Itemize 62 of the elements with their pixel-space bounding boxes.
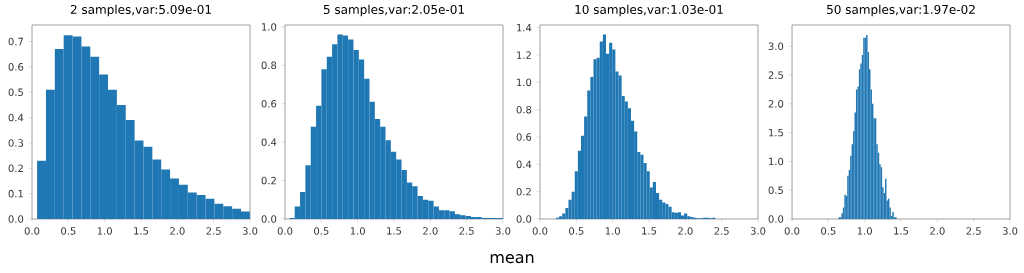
x-tick-label: 0.5	[314, 227, 329, 235]
x-tick-label: 1.0	[350, 227, 365, 235]
x-tick-label: 1.0	[857, 227, 872, 235]
x-tick-label: 2.0	[678, 227, 693, 235]
x-tick-label: 0.0	[277, 227, 293, 235]
y-tick-label: 0.2	[516, 187, 531, 196]
x-tick-label: 2.5	[206, 227, 221, 235]
x-tick-label: 2.0	[170, 227, 185, 235]
x-tick-label: 3.0	[1002, 227, 1018, 235]
x-tick-label: 0.5	[61, 227, 76, 235]
y-tick-label: 0.6	[516, 133, 532, 141]
y-tick-label: 0.5	[8, 88, 23, 96]
y-tick-label: 1.4	[517, 24, 532, 32]
y-tick-label: 0.4	[516, 160, 532, 169]
y-tick-label: 0.0	[8, 215, 24, 223]
y-tick-label: 2.5	[768, 71, 783, 79]
x-tick-label: 2.5	[459, 227, 474, 235]
chart-title: 50 samples,var:1.97e-02	[827, 4, 975, 17]
x-tick-label: 3.0	[495, 227, 511, 235]
y-tick-label: 1.0	[517, 78, 532, 87]
x-tick-label: 0.0	[532, 227, 548, 235]
x-tick-label: 1.0	[605, 227, 620, 235]
y-tick-label: 0.6	[261, 99, 277, 108]
y-tick-label: 1.5	[769, 128, 783, 137]
x-axis-title: mean	[490, 254, 534, 264]
y-tick-label: 0.3	[8, 139, 24, 147]
x-tick-label: 2.0	[423, 227, 438, 235]
x-tick-label: 0.0	[784, 227, 800, 235]
y-tick-label: 1.0	[262, 23, 277, 31]
y-tick-label: 0.4	[261, 138, 277, 146]
y-tick-label: 0.7	[8, 37, 23, 46]
x-tick-label: 3.0	[242, 227, 258, 235]
y-tick-label: 0.5	[768, 186, 783, 194]
x-tick-label: 1.5	[894, 227, 909, 235]
y-tick-label: 1.2	[517, 51, 531, 59]
y-tick-label: 0.8	[261, 61, 277, 70]
chart-title: 10 samples,var:1.03e-01	[575, 4, 723, 17]
y-tick-label: 2.0	[768, 100, 784, 108]
x-tick-label: 2.5	[966, 227, 981, 235]
x-tick-label: 0.5	[821, 227, 836, 235]
y-tick-label: 0.0	[516, 215, 532, 223]
x-tick-label: 3.0	[750, 227, 766, 235]
y-tick-label: 0.2	[261, 176, 276, 185]
x-tick-label: 1.5	[642, 227, 657, 235]
y-tick-label: 0.1	[8, 189, 23, 198]
x-tick-label: 2.0	[930, 227, 945, 235]
x-tick-label: 1.0	[97, 227, 112, 235]
y-tick-label: 0.4	[8, 113, 24, 122]
y-tick-label: 0.2	[8, 164, 23, 173]
y-tick-label: 0.6	[8, 63, 24, 71]
chart-title: 5 samples,var:2.05e-01	[323, 4, 464, 17]
x-tick-label: 2.5	[714, 227, 729, 235]
y-tick-label: 0.0	[261, 215, 277, 223]
y-tick-label: 0.8	[516, 105, 532, 114]
y-tick-label: 0.0	[768, 215, 784, 223]
chart-title: 2 samples,var:5.09e-01	[70, 4, 211, 17]
x-tick-label: 1.5	[134, 227, 149, 235]
y-tick-label: 3.0	[768, 42, 784, 51]
x-tick-label: 0.5	[569, 227, 584, 235]
x-tick-label: 0.0	[24, 227, 40, 235]
y-tick-label: 1.0	[769, 157, 784, 166]
x-tick-label: 1.5	[387, 227, 402, 235]
